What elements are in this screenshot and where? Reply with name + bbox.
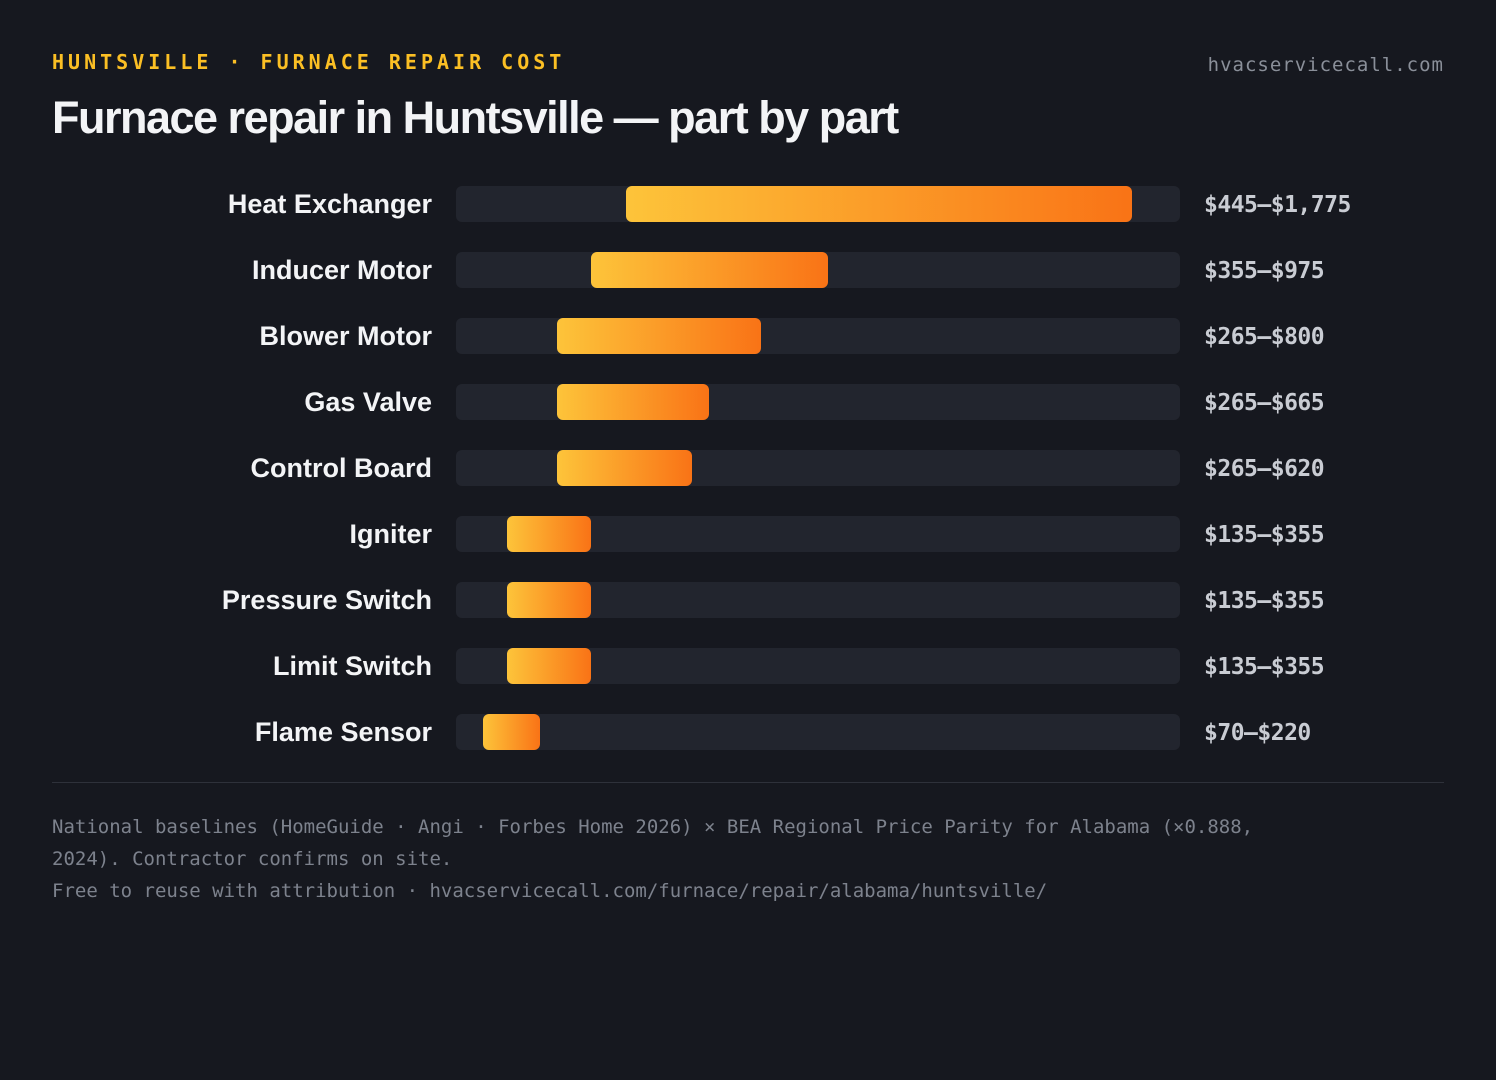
bar-track bbox=[456, 252, 1180, 288]
category-label: Igniter bbox=[349, 519, 432, 549]
bar-track bbox=[456, 186, 1180, 222]
range-bar bbox=[507, 648, 592, 684]
value-label: $135–$355 bbox=[1204, 522, 1325, 548]
range-bar bbox=[556, 318, 761, 354]
value-label: $355–$975 bbox=[1204, 258, 1325, 284]
footnote: National baselines (HomeGuide · Angi · F… bbox=[52, 811, 1444, 907]
chart-row: Blower Motor $265–$800 bbox=[0, 318, 1496, 354]
site-domain: hvacservicecall.com bbox=[1207, 54, 1444, 76]
chart-row: Inducer Motor $355–$975 bbox=[0, 252, 1496, 288]
bar-track bbox=[456, 714, 1180, 750]
chart-row: Limit Switch $135–$355 bbox=[0, 648, 1496, 684]
category-label: Heat Exchanger bbox=[227, 189, 432, 219]
chart-row: Pressure Switch $135–$355 bbox=[0, 582, 1496, 618]
bar-chart: Heat Exchanger $445–$1,775 Inducer Motor $3… bbox=[0, 186, 1496, 780]
value-label: $265–$665 bbox=[1204, 390, 1325, 416]
bar-track bbox=[456, 318, 1180, 354]
chart-row: Heat Exchanger $445–$1,775 bbox=[0, 186, 1496, 222]
category-label: Gas Valve bbox=[304, 387, 432, 417]
footnote-line: National baselines (HomeGuide · Angi · F… bbox=[52, 816, 1254, 838]
category-label: Flame Sensor bbox=[254, 717, 432, 747]
category-label: Limit Switch bbox=[272, 651, 432, 681]
category-label: Pressure Switch bbox=[221, 585, 432, 615]
chart-row: Flame Sensor $70–$220 bbox=[0, 714, 1496, 750]
range-bar bbox=[556, 450, 693, 486]
value-label: $445–$1,775 bbox=[1204, 192, 1351, 218]
chart-row: Control Board $265–$620 bbox=[0, 450, 1496, 486]
bar-track bbox=[456, 648, 1180, 684]
eyebrow-label: HUNTSVILLE · FURNACE REPAIR COST bbox=[52, 50, 566, 74]
chart-row: Igniter $135–$355 bbox=[0, 516, 1496, 552]
value-label: $265–$800 bbox=[1204, 324, 1325, 350]
value-label: $135–$355 bbox=[1204, 654, 1325, 680]
value-label: $265–$620 bbox=[1204, 456, 1325, 482]
chart-row: Gas Valve $265–$665 bbox=[0, 384, 1496, 420]
category-label: Inducer Motor bbox=[252, 255, 432, 285]
bar-track bbox=[456, 582, 1180, 618]
range-bar bbox=[591, 252, 828, 288]
value-label: $135–$355 bbox=[1204, 588, 1325, 614]
value-label: $70–$220 bbox=[1204, 720, 1311, 746]
bar-track bbox=[456, 384, 1180, 420]
chart-title: Furnace repair in Huntsville — part by p… bbox=[52, 92, 899, 143]
bar-track bbox=[456, 516, 1180, 552]
category-label: Control Board bbox=[250, 453, 433, 483]
range-bar bbox=[556, 384, 710, 420]
footnote-line: 2024). Contractor confirms on site. bbox=[52, 848, 453, 870]
category-label: Blower Motor bbox=[259, 321, 433, 351]
range-bar bbox=[482, 714, 540, 750]
footnote-line: Free to reuse with attribution · hvacser… bbox=[52, 880, 1048, 902]
range-bar bbox=[507, 516, 592, 552]
bar-track bbox=[456, 450, 1180, 486]
divider bbox=[52, 782, 1444, 783]
range-bar bbox=[507, 582, 592, 618]
range-bar bbox=[625, 186, 1133, 222]
